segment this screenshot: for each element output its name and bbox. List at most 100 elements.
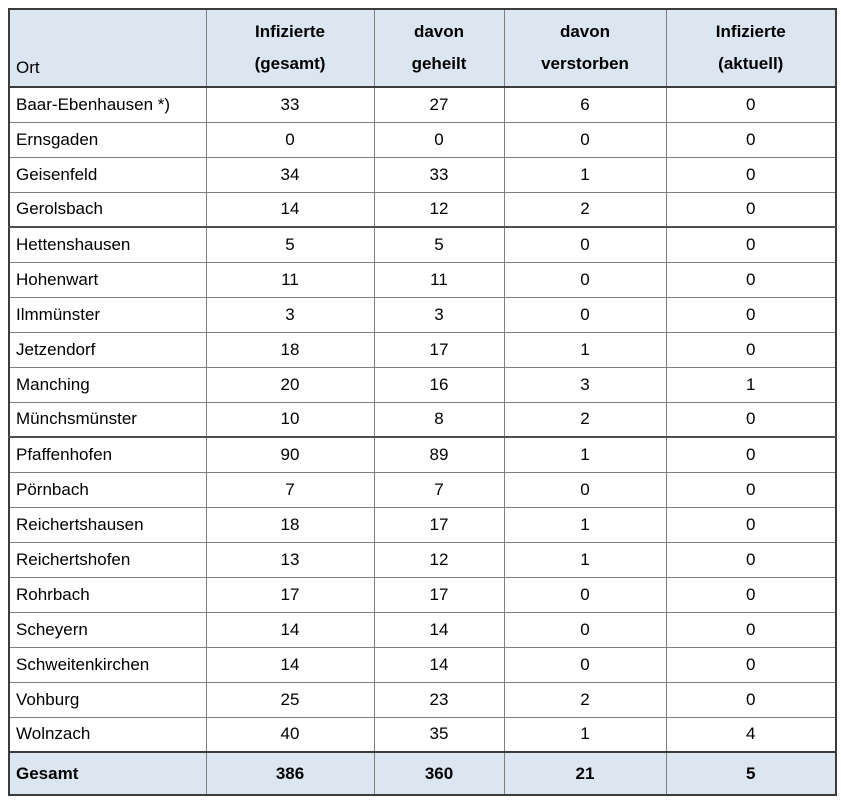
table-row: Geisenfeld 34 33 1 0 <box>8 156 837 193</box>
col-header-line2: (aktuell) <box>718 54 784 73</box>
table-row: Pfaffenhofen 90 89 1 0 <box>8 436 837 473</box>
cell-davon-verstorben: 0 <box>503 646 667 683</box>
cell-davon-geheilt: 14 <box>373 611 505 648</box>
cell-davon-verstorben: 2 <box>503 191 667 228</box>
table-row: Hettenshausen 5 5 0 0 <box>8 226 837 263</box>
cell-ort: Vohburg <box>8 681 207 718</box>
cell-infizierte-gesamt: 11 <box>205 261 375 298</box>
col-header-ort: Ort <box>8 8 207 88</box>
table-row: Vohburg 25 23 2 0 <box>8 681 837 718</box>
cell-infizierte-gesamt: 7 <box>205 471 375 508</box>
cell-infizierte-aktuell: 0 <box>665 471 837 508</box>
cell-ort: Pörnbach <box>8 471 207 508</box>
cell-ort: Jetzendorf <box>8 331 207 368</box>
cell-ort: Münchsmünster <box>8 401 207 438</box>
cell-davon-geheilt: 35 <box>373 716 505 753</box>
col-header-davon-verstorben: davon verstorben <box>503 8 667 88</box>
cell-davon-geheilt: 14 <box>373 646 505 683</box>
cell-davon-verstorben: 2 <box>503 681 667 718</box>
cell-davon-verstorben: 0 <box>503 226 667 263</box>
col-header-infizierte-aktuell: Infizierte (aktuell) <box>665 8 837 88</box>
cell-ort: Schweitenkirchen <box>8 646 207 683</box>
cell-infizierte-gesamt: 14 <box>205 191 375 228</box>
cell-davon-geheilt: 23 <box>373 681 505 718</box>
cell-davon-geheilt: 17 <box>373 506 505 543</box>
table-row: Jetzendorf 18 17 1 0 <box>8 331 837 368</box>
cell-infizierte-gesamt: 17 <box>205 576 375 613</box>
cell-infizierte-gesamt: 14 <box>205 646 375 683</box>
table-row: Baar-Ebenhausen *) 33 27 6 0 <box>8 86 837 123</box>
cell-infizierte-aktuell: 0 <box>665 401 837 438</box>
cell-ort: Wolnzach <box>8 716 207 753</box>
col-header-davon-geheilt: davon geheilt <box>373 8 505 88</box>
cell-davon-verstorben: 3 <box>503 366 667 403</box>
cell-ort: Rohrbach <box>8 576 207 613</box>
table-row: Manching 20 16 3 1 <box>8 366 837 403</box>
table-row: Schweitenkirchen 14 14 0 0 <box>8 646 837 683</box>
cell-davon-geheilt: 27 <box>373 86 505 123</box>
cell-infizierte-aktuell: 0 <box>665 681 837 718</box>
cell-davon-verstorben: 6 <box>503 86 667 123</box>
cell-infizierte-aktuell: 0 <box>665 121 837 158</box>
cell-infizierte-gesamt: 18 <box>205 331 375 368</box>
table-row: Ilmmünster 3 3 0 0 <box>8 296 837 333</box>
total-label: Gesamt <box>8 751 207 796</box>
table-row: Hohenwart 11 11 0 0 <box>8 261 837 298</box>
cell-infizierte-aktuell: 0 <box>665 646 837 683</box>
cell-ort: Ilmmünster <box>8 296 207 333</box>
cell-davon-verstorben: 1 <box>503 331 667 368</box>
table-row: Wolnzach 40 35 1 4 <box>8 716 837 753</box>
cell-davon-verstorben: 0 <box>503 121 667 158</box>
col-header-line1: Infizierte <box>715 22 786 41</box>
cell-davon-geheilt: 17 <box>373 331 505 368</box>
table-row: Pörnbach 7 7 0 0 <box>8 471 837 508</box>
table-row: Rohrbach 17 17 0 0 <box>8 576 837 613</box>
cell-infizierte-gesamt: 34 <box>205 156 375 193</box>
cell-davon-geheilt: 33 <box>373 156 505 193</box>
cell-infizierte-aktuell: 0 <box>665 156 837 193</box>
cell-infizierte-gesamt: 10 <box>205 401 375 438</box>
col-header-line2: geheilt <box>411 54 467 73</box>
cell-davon-verstorben: 0 <box>503 611 667 648</box>
cell-ort: Ernsgaden <box>8 121 207 158</box>
cell-davon-verstorben: 1 <box>503 436 667 473</box>
cell-davon-verstorben: 0 <box>503 471 667 508</box>
cell-ort: Pfaffenhofen <box>8 436 207 473</box>
cell-ort: Hohenwart <box>8 261 207 298</box>
cell-infizierte-gesamt: 33 <box>205 86 375 123</box>
infection-statistics-table: Ort Infizierte (gesamt) davon geheilt da… <box>8 8 837 796</box>
col-header-line1: davon <box>559 22 611 41</box>
cell-davon-geheilt: 89 <box>373 436 505 473</box>
cell-infizierte-aktuell: 0 <box>665 331 837 368</box>
table-row: Reichertshofen 13 12 1 0 <box>8 541 837 578</box>
cell-infizierte-gesamt: 13 <box>205 541 375 578</box>
cell-davon-verstorben: 1 <box>503 716 667 753</box>
cell-davon-geheilt: 11 <box>373 261 505 298</box>
cell-infizierte-gesamt: 40 <box>205 716 375 753</box>
cell-infizierte-aktuell: 0 <box>665 576 837 613</box>
table-row: Reichertshausen 18 17 1 0 <box>8 506 837 543</box>
cell-davon-geheilt: 17 <box>373 576 505 613</box>
cell-infizierte-aktuell: 0 <box>665 541 837 578</box>
cell-davon-verstorben: 0 <box>503 576 667 613</box>
cell-davon-geheilt: 16 <box>373 366 505 403</box>
col-header-line2: verstorben <box>541 54 629 73</box>
cell-ort: Gerolsbach <box>8 191 207 228</box>
cell-davon-geheilt: 7 <box>373 471 505 508</box>
cell-ort: Manching <box>8 366 207 403</box>
cell-ort: Scheyern <box>8 611 207 648</box>
total-infizierte-aktuell: 5 <box>665 751 837 796</box>
cell-infizierte-aktuell: 0 <box>665 191 837 228</box>
cell-infizierte-aktuell: 0 <box>665 296 837 333</box>
cell-infizierte-gesamt: 14 <box>205 611 375 648</box>
cell-infizierte-gesamt: 3 <box>205 296 375 333</box>
cell-infizierte-aktuell: 1 <box>665 366 837 403</box>
col-header-line1: Infizierte <box>255 22 325 41</box>
cell-infizierte-gesamt: 5 <box>205 226 375 263</box>
total-row: Gesamt 386 360 21 5 <box>8 751 837 796</box>
table-row: Scheyern 14 14 0 0 <box>8 611 837 648</box>
cell-davon-geheilt: 0 <box>373 121 505 158</box>
cell-infizierte-aktuell: 0 <box>665 261 837 298</box>
cell-infizierte-aktuell: 0 <box>665 86 837 123</box>
